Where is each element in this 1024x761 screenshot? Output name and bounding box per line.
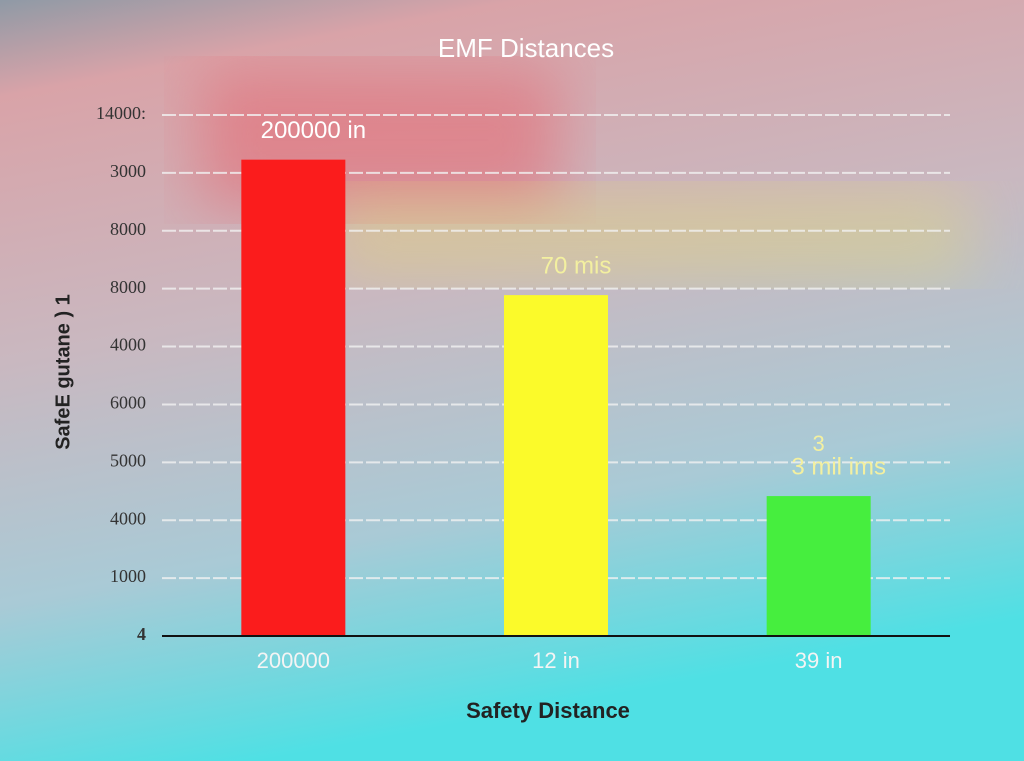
bar-annotation: 200000 in bbox=[261, 117, 366, 144]
y-tick-label: 4000 bbox=[110, 508, 146, 528]
y-axis-label: SafeE gutane ) 1 bbox=[52, 294, 74, 450]
x-axis-label: Safety Distance bbox=[466, 698, 630, 723]
x-tick-label: 200000 bbox=[257, 648, 330, 673]
y-tick-label: 3000 bbox=[110, 161, 146, 181]
bar-annotation: 3 mil ims bbox=[791, 453, 886, 480]
y-tick-label: 6000 bbox=[110, 393, 146, 413]
annotation: 3 bbox=[813, 431, 825, 456]
bar bbox=[766, 496, 871, 636]
glow bbox=[330, 190, 970, 280]
y-tick-label: 1000 bbox=[110, 566, 146, 586]
y-tick-label: 4 bbox=[137, 624, 146, 644]
y-tick-label: 8000 bbox=[110, 219, 146, 239]
y-tick-label: 14000: bbox=[96, 103, 146, 123]
x-tick-label: 12 in bbox=[532, 648, 580, 673]
bar bbox=[504, 295, 608, 636]
y-tick-label: 4000 bbox=[110, 335, 146, 355]
bar-annotation: 70 mis bbox=[541, 252, 612, 279]
y-tick-label: 8000 bbox=[110, 277, 146, 297]
x-tick-label: 39 in bbox=[795, 648, 843, 673]
bar bbox=[241, 159, 346, 636]
chart-title: EMF Distances bbox=[438, 33, 614, 63]
y-tick-label: 5000 bbox=[110, 450, 146, 470]
